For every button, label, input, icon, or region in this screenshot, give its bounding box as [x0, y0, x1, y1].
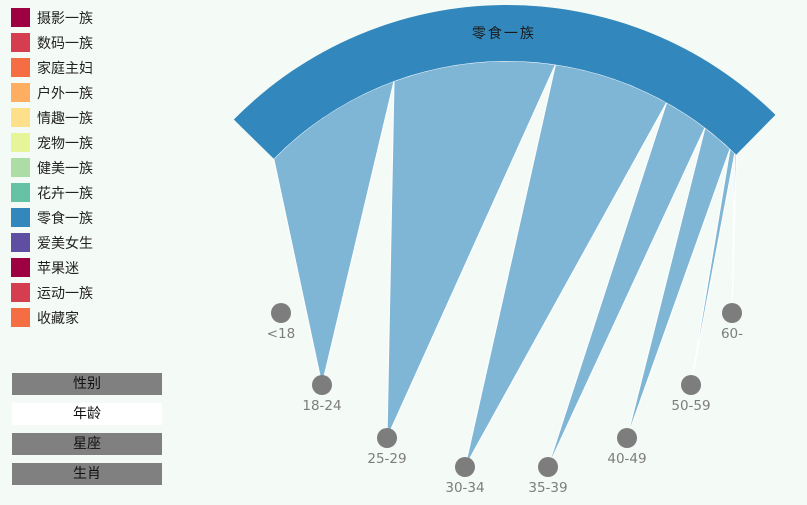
ribbon-60-[interactable] [731, 152, 737, 314]
legend-label: 健美一族 [37, 160, 93, 177]
node-60-[interactable] [722, 303, 742, 323]
legend-label: 爱美女生 [37, 235, 93, 252]
dimension-button[interactable]: 性别 [12, 373, 162, 395]
legend-item[interactable]: 收藏家 [11, 305, 93, 330]
group-arc-label: 零食一族 [472, 25, 536, 42]
node-30-34[interactable] [455, 457, 475, 477]
node-label: 30-34 [445, 480, 484, 496]
node-label: 60- [721, 326, 743, 342]
legend-item[interactable]: 花卉一族 [11, 180, 93, 205]
legend-item[interactable]: 家庭主妇 [11, 55, 93, 80]
legend-swatch [11, 283, 30, 302]
legend-swatch [11, 108, 30, 127]
node-label: 50-59 [671, 398, 710, 414]
legend-item[interactable]: 宠物一族 [11, 130, 93, 155]
dimension-button[interactable]: 生肖 [12, 463, 162, 485]
legend-label: 摄影一族 [37, 10, 93, 27]
node-label: 18-24 [302, 398, 341, 414]
legend-label: 零食一族 [37, 210, 93, 227]
legend-item[interactable]: 摄影一族 [11, 5, 93, 30]
node-label: 35-39 [528, 480, 567, 496]
legend-swatch [11, 183, 30, 202]
legend-label: 户外一族 [37, 85, 93, 102]
dimension-button[interactable]: 星座 [12, 433, 162, 455]
legend-label: 花卉一族 [37, 185, 93, 202]
legend-swatch [11, 33, 30, 52]
legend-swatch [11, 133, 30, 152]
legend-swatch [11, 208, 30, 227]
ribbon-50-59[interactable] [690, 147, 736, 386]
legend-swatch [11, 158, 30, 177]
legend-swatch [11, 58, 30, 77]
legend-swatch [11, 83, 30, 102]
node-35-39[interactable] [538, 457, 558, 477]
node-18-24[interactable] [312, 375, 332, 395]
legend-item[interactable]: 苹果迷 [11, 255, 93, 280]
node-<18[interactable] [271, 303, 291, 323]
legend-item[interactable]: 零食一族 [11, 205, 93, 230]
legend-swatch [11, 233, 30, 252]
legend-item[interactable]: 户外一族 [11, 80, 93, 105]
node-50-59[interactable] [681, 375, 701, 395]
node-25-29[interactable] [377, 428, 397, 448]
node-40-49[interactable] [617, 428, 637, 448]
legend-swatch [11, 8, 30, 27]
legend-label: 情趣一族 [37, 110, 93, 127]
legend-item[interactable]: 健美一族 [11, 155, 93, 180]
dimension-buttons: 性别 年龄 星座 生肖 [12, 373, 162, 493]
node-label: 40-49 [607, 451, 646, 467]
legend: 摄影一族数码一族家庭主妇户外一族情趣一族宠物一族健美一族花卉一族零食一族爱美女生… [11, 5, 93, 330]
nodes-group: <18 18-24 25-29 30-34 35-39 40-49 50-59 60- [267, 303, 743, 496]
legend-label: 运动一族 [37, 285, 93, 302]
legend-item[interactable]: 爱美女生 [11, 230, 93, 255]
ribbon-40-49[interactable] [626, 126, 731, 439]
arc-group: 零食一族 [233, 5, 776, 159]
legend-item[interactable]: 情趣一族 [11, 105, 93, 130]
legend-item[interactable]: 数码一族 [11, 30, 93, 55]
dimension-button[interactable]: 年龄 [12, 403, 162, 425]
legend-label: 宠物一族 [37, 135, 93, 152]
legend-item[interactable]: 运动一族 [11, 280, 93, 305]
legend-label: 数码一族 [37, 35, 93, 52]
ribbons-group [273, 60, 737, 468]
node-label: <18 [267, 326, 296, 342]
node-label: 25-29 [367, 451, 406, 467]
legend-label: 收藏家 [37, 310, 79, 327]
legend-swatch [11, 258, 30, 277]
legend-label: 苹果迷 [37, 260, 79, 277]
legend-label: 家庭主妇 [37, 60, 93, 77]
group-arc[interactable] [233, 5, 776, 159]
legend-swatch [11, 308, 30, 327]
